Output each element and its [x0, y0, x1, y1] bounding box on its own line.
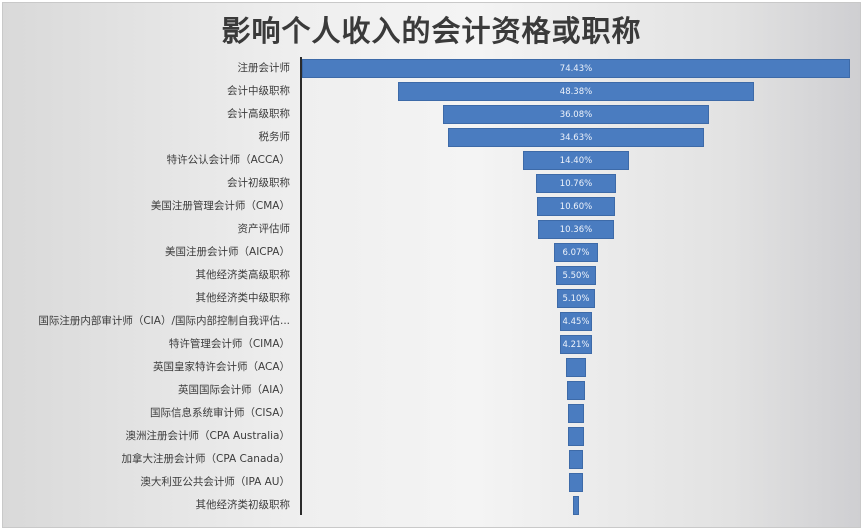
value-label: 48.38%	[559, 86, 593, 97]
value-label: 36.08%	[559, 109, 593, 120]
funnel-row: 国际信息系统审计师（CISA）	[0, 402, 863, 425]
category-label: 特许管理会计师（CIMA）	[168, 338, 290, 350]
value-label: 10.60%	[559, 201, 593, 212]
funnel-row: 英国皇家特许会计师（ACA）	[0, 356, 863, 379]
funnel-row: 英国国际会计师（AIA）	[0, 379, 863, 402]
category-label: 税务师	[258, 131, 291, 143]
value-label: 14.40%	[559, 155, 593, 166]
funnel-row: 美国注册会计师（AICPA） 6.07%	[0, 241, 863, 264]
category-label: 澳大利亚公共会计师（IPA AU）	[140, 476, 290, 488]
category-label: 会计中级职称	[227, 85, 290, 97]
category-label: 加拿大注册会计师（CPA Canada）	[121, 453, 290, 465]
category-axis-line	[300, 57, 302, 515]
funnel-bar: 74.43%	[301, 59, 851, 78]
funnel-bar: 10.36%	[537, 220, 615, 239]
funnel-bar: 34.63%	[448, 128, 704, 147]
funnel-row: 加拿大注册会计师（CPA Canada）	[0, 448, 863, 471]
funnel-row: 注册会计师 74.43%	[0, 57, 863, 80]
funnel-row: 资产评估师 10.36%	[0, 218, 863, 241]
category-label: 其他经济类高级职称	[195, 269, 291, 281]
category-label: 特许公认会计师（ACCA）	[166, 154, 290, 166]
funnel-bar: 4.21%	[560, 335, 592, 354]
category-label: 美国注册会计师（AICPA）	[165, 246, 290, 258]
funnel-row: 特许公认会计师（ACCA） 14.40%	[0, 149, 863, 172]
funnel-bar	[568, 427, 584, 446]
value-label: 4.21%	[562, 339, 590, 350]
funnel-row: 国际注册内部审计师（CIA）/国际内部控制自我评估... 4.45%	[0, 310, 863, 333]
funnel-bar: 14.40%	[522, 151, 630, 170]
value-label: 74.43%	[559, 63, 593, 74]
value-label: 10.76%	[559, 178, 593, 189]
funnel-row: 其他经济类中级职称 5.10%	[0, 287, 863, 310]
value-label: 5.10%	[562, 293, 590, 304]
value-label: 4.45%	[562, 316, 590, 327]
category-label: 英国国际会计师（AIA）	[178, 384, 290, 396]
funnel-bar: 6.07%	[553, 243, 599, 262]
funnel-row: 会计高级职称 36.08%	[0, 103, 863, 126]
funnel-bar	[567, 404, 585, 423]
chart-title: 影响个人收入的会计资格或职称	[221, 14, 642, 48]
funnel-bar: 36.08%	[443, 105, 709, 124]
funnel-bar: 10.60%	[536, 197, 616, 216]
category-label: 资产评估师	[237, 223, 291, 235]
category-label: 国际信息系统审计师（CISA）	[150, 407, 290, 419]
funnel-bar: 48.38%	[397, 82, 755, 101]
value-label: 10.36%	[559, 224, 593, 235]
funnel-bar: 10.76%	[536, 174, 616, 193]
value-label: 34.63%	[559, 132, 593, 143]
funnel-row: 美国注册管理会计师（CMA） 10.60%	[0, 195, 863, 218]
funnel-row: 其他经济类初级职称	[0, 494, 863, 517]
funnel-bar: 5.10%	[557, 289, 595, 308]
category-label: 其他经济类初级职称	[195, 499, 291, 511]
funnel-bar	[566, 381, 586, 400]
funnel-bar	[568, 450, 584, 469]
category-label: 其他经济类中级职称	[195, 292, 291, 304]
value-label: 5.50%	[562, 270, 590, 281]
funnel-row: 澳洲注册会计师（CPA Australia）	[0, 425, 863, 448]
funnel-bar	[573, 496, 579, 515]
funnel-row: 其他经济类高级职称 5.50%	[0, 264, 863, 287]
category-label: 英国皇家特许会计师（ACA）	[152, 361, 290, 373]
funnel-row: 税务师 34.63%	[0, 126, 863, 149]
category-label: 会计高级职称	[227, 108, 290, 120]
funnel-bar: 5.50%	[555, 266, 597, 285]
category-label: 美国注册管理会计师（CMA）	[150, 200, 290, 212]
funnel-row: 澳大利亚公共会计师（IPA AU）	[0, 471, 863, 494]
category-label: 澳洲注册会计师（CPA Australia）	[125, 430, 290, 442]
category-label: 会计初级职称	[227, 177, 290, 189]
funnel-row: 会计中级职称 48.38%	[0, 80, 863, 103]
funnel-row: 特许管理会计师（CIMA） 4.21%	[0, 333, 863, 356]
category-label: 注册会计师	[237, 62, 291, 74]
funnel-bar	[566, 358, 586, 377]
value-label: 6.07%	[562, 247, 590, 258]
category-label: 国际注册内部审计师（CIA）/国际内部控制自我评估...	[38, 315, 290, 327]
funnel-bar: 4.45%	[559, 312, 593, 331]
funnel-bar	[568, 473, 583, 492]
funnel-row: 会计初级职称 10.76%	[0, 172, 863, 195]
